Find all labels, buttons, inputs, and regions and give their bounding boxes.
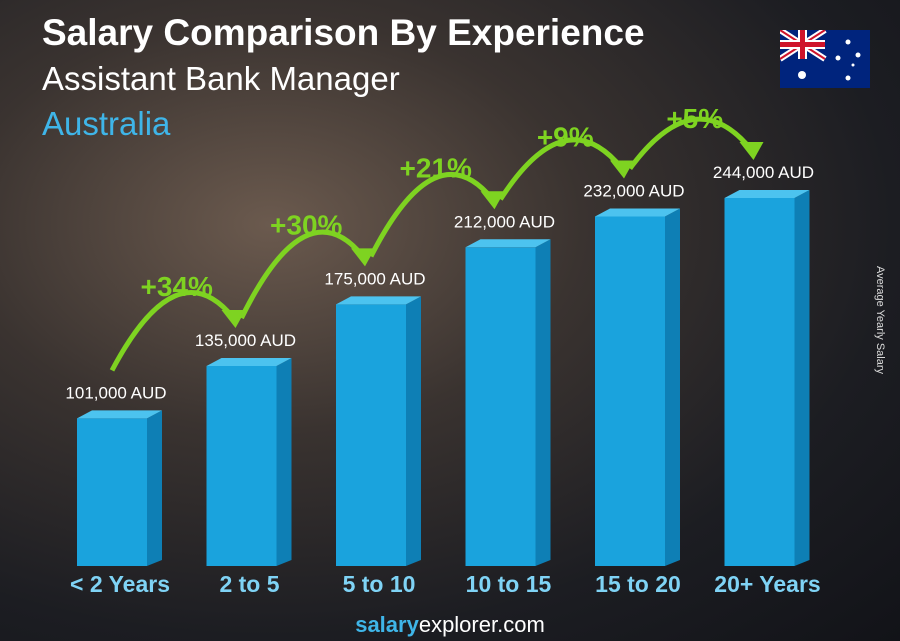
arrow-head-icon bbox=[739, 142, 764, 160]
bar bbox=[724, 190, 810, 566]
chart-title: Salary Comparison By Experience bbox=[42, 12, 645, 53]
value-label: 135,000 AUD bbox=[195, 331, 296, 350]
y-axis-label: Average Yearly Salary bbox=[874, 265, 886, 375]
brand-tld: .com bbox=[497, 612, 545, 637]
bar bbox=[465, 239, 551, 567]
bar-front bbox=[77, 418, 147, 566]
value-label: 101,000 AUD bbox=[65, 383, 166, 402]
bar-side bbox=[535, 239, 551, 567]
arrow-head-icon bbox=[480, 191, 505, 210]
bar bbox=[77, 410, 162, 566]
job-title: Assistant Bank Manager bbox=[42, 60, 400, 97]
bar-front bbox=[465, 247, 536, 567]
bar bbox=[336, 296, 421, 566]
arrow-head-icon bbox=[221, 309, 246, 328]
category-label: 15 to 20 bbox=[595, 571, 681, 597]
category-label: 20+ Years bbox=[714, 571, 820, 597]
category-label: < 2 Years bbox=[70, 571, 170, 597]
bar bbox=[595, 208, 680, 566]
value-label: 212,000 AUD bbox=[454, 212, 555, 231]
increase-label: +34% bbox=[141, 271, 213, 302]
increase-arrow bbox=[109, 290, 236, 372]
increase-label: +30% bbox=[270, 209, 342, 240]
arrow-head-icon bbox=[610, 160, 634, 179]
bar-front bbox=[336, 304, 406, 566]
footer-brand: salaryexplorer.com bbox=[0, 612, 900, 638]
country-name: Australia bbox=[42, 105, 171, 142]
category-label: 10 to 15 bbox=[466, 571, 552, 597]
bar-front bbox=[724, 198, 795, 566]
increase-label: +9% bbox=[537, 121, 594, 152]
increase-arrow bbox=[239, 229, 365, 320]
bar bbox=[206, 357, 292, 566]
bar-side bbox=[276, 357, 292, 566]
bar-front bbox=[595, 216, 665, 566]
bar-top bbox=[77, 410, 162, 419]
bar-top bbox=[336, 296, 421, 305]
value-label: 232,000 AUD bbox=[583, 181, 684, 200]
value-label: 244,000 AUD bbox=[713, 163, 814, 182]
increase-label: +21% bbox=[400, 152, 472, 183]
bar-side bbox=[147, 410, 162, 566]
bar-top bbox=[206, 357, 292, 366]
value-label: 175,000 AUD bbox=[324, 269, 425, 288]
bar-top bbox=[465, 239, 551, 248]
bar-front bbox=[206, 365, 277, 566]
category-label: 5 to 10 bbox=[343, 571, 416, 597]
brand-bold: salary bbox=[355, 612, 419, 637]
australia-flag-icon bbox=[780, 30, 870, 88]
bar-top bbox=[595, 208, 680, 217]
increase-arrow bbox=[627, 116, 754, 170]
bar-side bbox=[665, 208, 680, 566]
bar-side bbox=[406, 296, 421, 566]
category-label: 2 to 5 bbox=[219, 571, 279, 597]
bar-top bbox=[724, 190, 810, 198]
increase-arrow bbox=[368, 172, 495, 258]
brand-rest: explorer bbox=[418, 612, 498, 637]
increase-label: +5% bbox=[666, 103, 723, 134]
increase-arrow bbox=[498, 137, 624, 201]
bar-side bbox=[794, 190, 810, 566]
arrow-head-icon bbox=[351, 248, 375, 267]
